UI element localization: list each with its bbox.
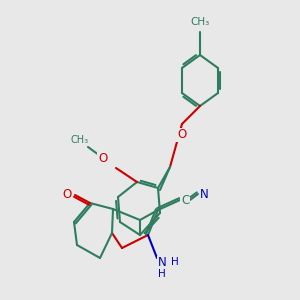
Text: H: H: [158, 269, 166, 279]
Text: O: O: [62, 188, 72, 202]
Text: N: N: [158, 256, 166, 269]
Text: O: O: [98, 152, 108, 164]
Text: O: O: [177, 128, 187, 142]
Text: CH₃: CH₃: [71, 135, 89, 145]
Text: CH₃: CH₃: [190, 17, 210, 27]
Text: C: C: [181, 194, 189, 206]
Text: N: N: [200, 188, 208, 200]
Text: H: H: [171, 257, 179, 267]
